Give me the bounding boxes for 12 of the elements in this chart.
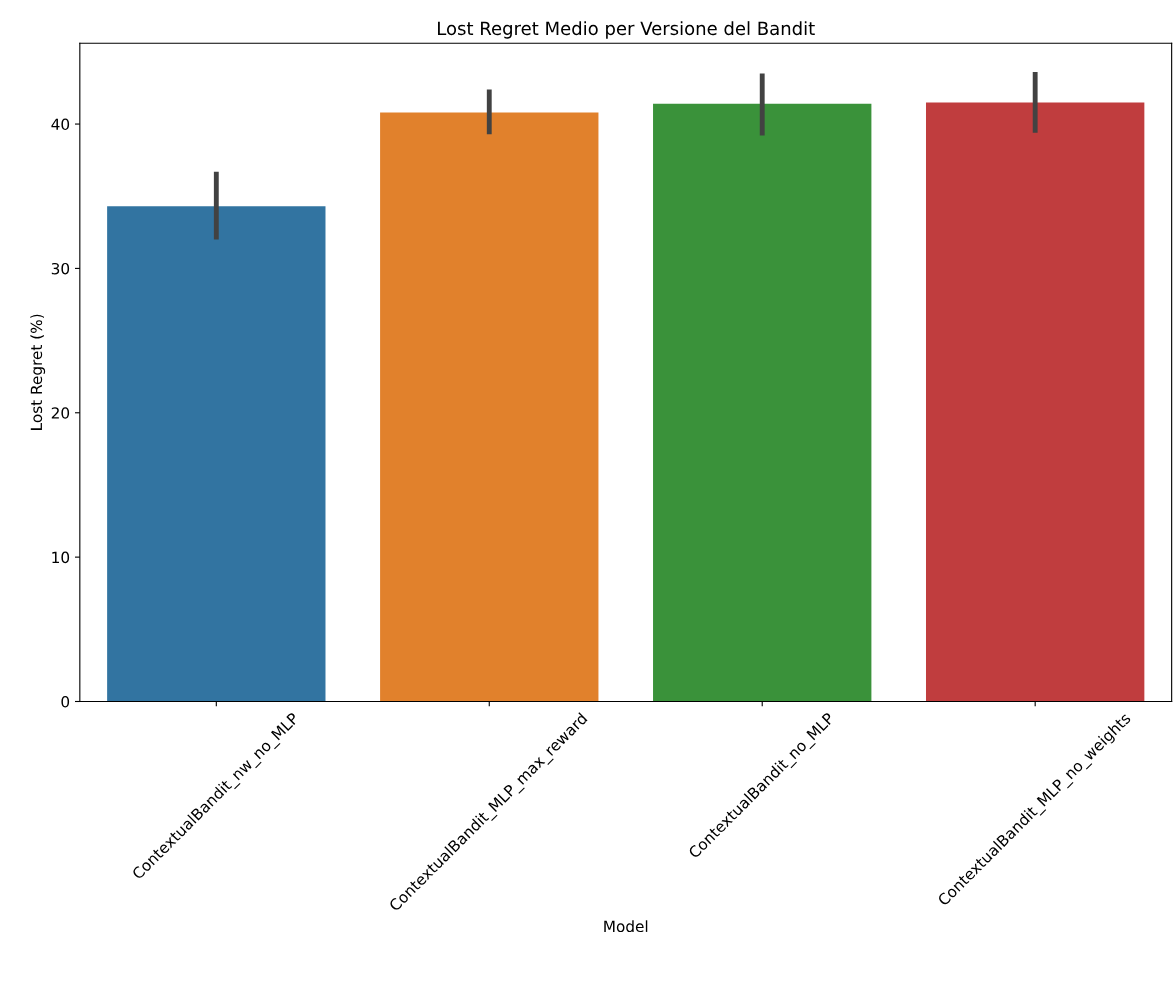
- bar: [653, 103, 872, 702]
- chart-title: Lost Regret Medio per Versione del Bandit: [438, 21, 815, 39]
- bar: [380, 112, 599, 702]
- y-tick-label: 10: [52, 551, 70, 564]
- y-tick-label: 0: [61, 695, 70, 708]
- bar: [107, 206, 326, 702]
- bar: [925, 102, 1145, 702]
- x-axis-title: Model: [604, 920, 648, 933]
- y-tick-label: 20: [51, 407, 70, 419]
- y-tick-label: 40: [51, 118, 70, 131]
- y-axis-title: Lost Regret (%): [30, 314, 46, 430]
- y-tick-label: 30: [51, 262, 70, 275]
